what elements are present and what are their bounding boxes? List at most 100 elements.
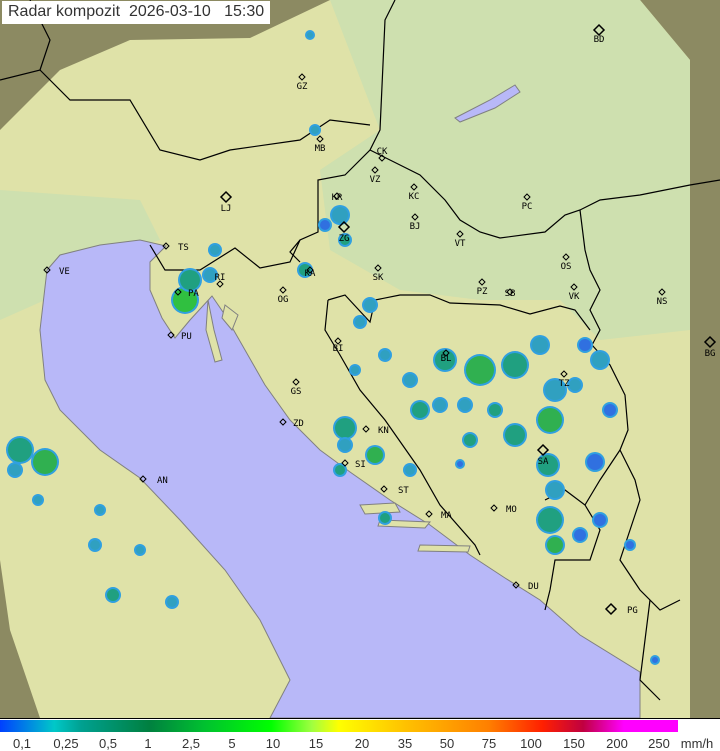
rain-echo-core [332, 207, 348, 223]
city-marker-icon [592, 23, 606, 37]
title-date: 2026-03-10 [128, 3, 211, 20]
city-marker-icon [562, 253, 570, 261]
legend-tick-label: 0,5 [98, 736, 118, 751]
city-label: OG [278, 295, 289, 305]
city-label: OS [561, 262, 572, 272]
city-label: BG [705, 349, 716, 359]
rain-echo-core [180, 270, 200, 290]
city-label: NS [657, 297, 668, 307]
city-marker-icon [658, 288, 666, 296]
rain-echo-core [579, 339, 591, 351]
city-label: VT [455, 239, 466, 249]
city-marker-icon [279, 286, 287, 294]
legend-tick-label: 15 [308, 736, 324, 751]
city-label: KA [305, 269, 316, 279]
rain-echo-core [367, 447, 383, 463]
rain-echo-core [532, 337, 548, 353]
rain-echo-core [652, 657, 658, 663]
city-marker-icon [371, 166, 379, 174]
city-label: CK [377, 147, 388, 157]
city-marker-icon [478, 278, 486, 286]
rain-echo-core [320, 220, 330, 230]
city-label: SB [505, 289, 516, 299]
city-label: ZG [339, 234, 350, 244]
rain-echo-core [34, 496, 42, 504]
city-marker-icon [410, 183, 418, 191]
city-marker-icon [560, 370, 568, 378]
rain-echo-core [457, 461, 463, 467]
city-marker-icon [490, 504, 498, 512]
rain-echo-core [204, 269, 216, 281]
rain-echo-core [307, 32, 313, 38]
city-marker-icon [298, 73, 306, 81]
legend-unit: mm/h [680, 736, 714, 751]
rain-echo-core [340, 235, 350, 245]
rain-echo-core [210, 245, 220, 255]
island-cres [205, 299, 223, 363]
rain-echo-core [592, 352, 608, 368]
city-label: TZ [559, 379, 570, 389]
city-marker-icon [279, 418, 287, 426]
legend-tick-label: 75 [481, 736, 497, 751]
rain-echo-core [626, 541, 634, 549]
rain-echo-core [404, 374, 416, 386]
city-marker-icon [292, 378, 300, 386]
city-label: PA [188, 289, 199, 299]
rain-echo-core [538, 455, 558, 475]
city-marker-icon [374, 264, 382, 272]
rain-echo-core [538, 508, 562, 532]
city-marker-icon [219, 190, 233, 204]
rain-echo-core [604, 404, 616, 416]
city-marker-icon [512, 581, 520, 589]
city-marker-icon [703, 335, 717, 349]
rain-echo-core [33, 450, 57, 474]
legend-tick-label: 50 [439, 736, 455, 751]
city-marker-icon [411, 213, 419, 221]
rain-echo-core [380, 350, 390, 360]
city-label: AN [157, 476, 168, 486]
rain-echo-core [405, 465, 415, 475]
city-label: PC [522, 202, 533, 212]
city-label: ST [398, 486, 409, 496]
city-label: MO [506, 505, 517, 515]
legend-tick-label: 10 [265, 736, 281, 751]
city-label: TS [178, 243, 189, 253]
legend-tick-label: 0,1 [12, 736, 32, 751]
rain-echo-core [90, 540, 100, 550]
legend-tick-label: 5 [228, 736, 236, 751]
city-label: BJ [410, 222, 421, 232]
title-time: 15:30 [224, 3, 265, 20]
legend-tick-label: 20 [354, 736, 370, 751]
city-marker-icon [604, 602, 618, 616]
city-marker-icon [506, 288, 514, 296]
city-label: MA [441, 511, 452, 521]
city-label: MB [315, 144, 326, 154]
city-label: RI [215, 273, 226, 283]
city-label: KC [409, 192, 420, 202]
rain-echo-core [587, 454, 603, 470]
legend-tick-label: 250 [648, 736, 670, 751]
rain-echo-core [547, 537, 563, 553]
adriatic-sea [39, 239, 641, 718]
rain-echo-core [459, 399, 471, 411]
rain-echo-core [505, 425, 525, 445]
rain-echo-core [299, 264, 311, 276]
city-marker-icon [570, 283, 578, 291]
rain-echo-core [594, 514, 606, 526]
city-marker-icon [341, 459, 349, 467]
city-marker-icon [425, 510, 433, 518]
legend-color-bar [0, 720, 678, 732]
rain-echo-core [489, 404, 501, 416]
city-marker-icon [378, 154, 386, 162]
rain-echo-core [8, 438, 32, 462]
island-hvar [377, 519, 432, 529]
rain-echo-core [434, 399, 446, 411]
city-marker-icon [43, 266, 51, 274]
city-marker-icon [174, 288, 182, 296]
rain-echo-core [538, 408, 562, 432]
rain-echo-core [466, 356, 494, 384]
city-marker-icon [333, 192, 341, 200]
city-marker-icon [337, 220, 351, 234]
legend-tick-label: 2,5 [181, 736, 201, 751]
city-label: VZ [370, 175, 381, 185]
